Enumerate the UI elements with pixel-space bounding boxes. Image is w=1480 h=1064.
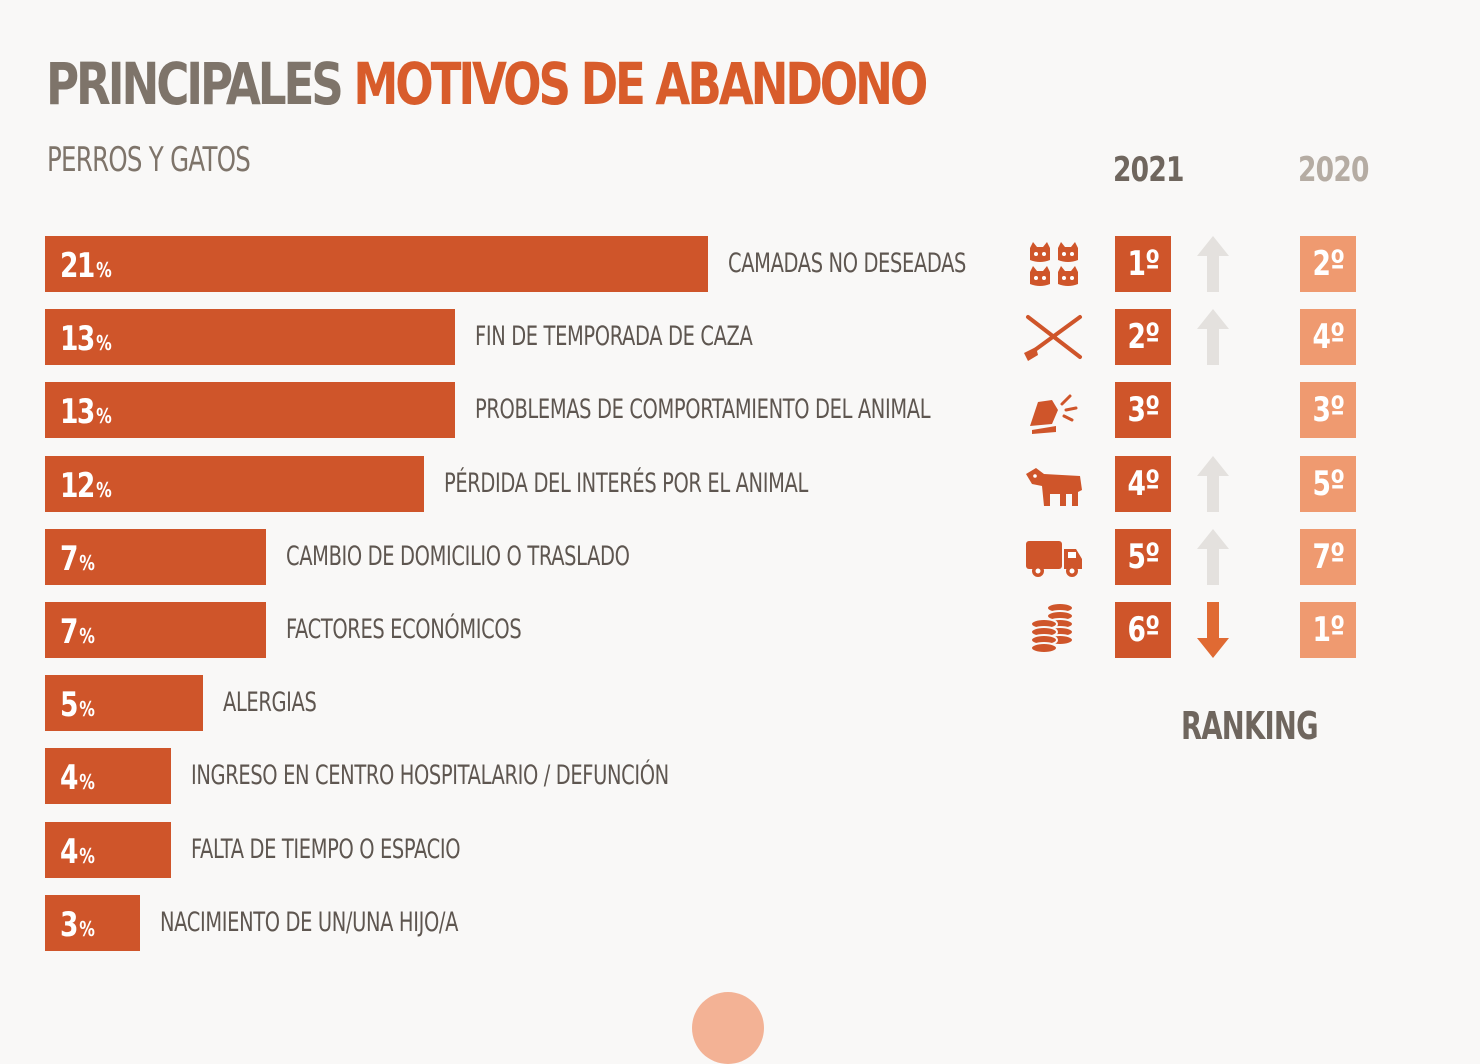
arrow-down-icon xyxy=(1193,600,1233,660)
bar-value-label: 21% xyxy=(60,246,112,286)
rank-2020-value: 7º xyxy=(1312,537,1345,577)
page-title: PRINCIPALES MOTIVOS DE ABANDONO xyxy=(46,44,928,124)
bar: 21% xyxy=(45,236,708,292)
bar-value-label: 3% xyxy=(60,905,95,945)
title-part-2: MOTIVOS DE ABANDONO xyxy=(353,50,928,118)
rank-2020-value: 4º xyxy=(1312,317,1345,357)
percent-sign: % xyxy=(96,404,112,428)
bar: 4% xyxy=(45,822,171,878)
percent-sign: % xyxy=(79,917,95,941)
category-label: PROBLEMAS DE COMPORTAMIENTO DEL ANIMAL xyxy=(475,394,931,425)
percent-sign: % xyxy=(96,331,112,355)
rank-2021-value: 4º xyxy=(1127,464,1160,504)
bar: 5% xyxy=(45,675,203,731)
category-label: FALTA DE TIEMPO O ESPACIO xyxy=(191,834,461,865)
arrow-up-icon xyxy=(1193,234,1233,294)
bar-value-label: 4% xyxy=(60,758,95,798)
title-part-1: PRINCIPALES xyxy=(46,50,344,118)
category-label: ALERGIAS xyxy=(223,687,317,718)
rank-2021-value: 5º xyxy=(1127,537,1160,577)
bar-value-label: 7% xyxy=(60,539,95,579)
rank-2020-value: 2º xyxy=(1312,244,1345,284)
rank-2021-badge: 3º xyxy=(1115,382,1171,438)
rank-2020-badge: 4º xyxy=(1300,309,1356,365)
percent-sign: % xyxy=(96,258,112,282)
rank-2021-badge: 6º xyxy=(1115,602,1171,658)
bar: 13% xyxy=(45,309,455,365)
bite-icon xyxy=(1022,382,1086,438)
rank-2020-value: 1º xyxy=(1312,610,1345,650)
rank-2020-badge: 1º xyxy=(1300,602,1356,658)
rank-2021-badge: 2º xyxy=(1115,309,1171,365)
bar-value-label: 7% xyxy=(60,612,95,652)
bar: 7% xyxy=(45,529,266,585)
category-label: FIN DE TEMPORADA DE CAZA xyxy=(475,321,753,352)
category-label: INGRESO EN CENTRO HOSPITALARIO / DEFUNCI… xyxy=(191,760,669,791)
decorative-circle xyxy=(692,992,764,1064)
rank-2020-badge: 7º xyxy=(1300,529,1356,585)
bar-value-label: 4% xyxy=(60,832,95,872)
chart-subtitle: PERROS Y GATOS xyxy=(47,140,251,180)
rank-2021-value: 2º xyxy=(1127,317,1160,357)
bar: 7% xyxy=(45,602,266,658)
rank-2021-badge: 1º xyxy=(1115,236,1171,292)
rank-2021-value: 3º xyxy=(1127,390,1160,430)
rank-2020-badge: 5º xyxy=(1300,456,1356,512)
category-label: CAMADAS NO DESEADAS xyxy=(728,248,967,279)
rank-2021-value: 6º xyxy=(1127,610,1160,650)
year-2021-header: 2021 xyxy=(1113,150,1184,190)
shotgun-icon xyxy=(1022,309,1086,365)
rank-2020-badge: 2º xyxy=(1300,236,1356,292)
bar: 12% xyxy=(45,456,424,512)
bar: 4% xyxy=(45,748,171,804)
truck-icon xyxy=(1022,529,1086,585)
arrow-up-icon xyxy=(1193,307,1233,367)
arrow-up-icon xyxy=(1193,454,1233,514)
percent-sign: % xyxy=(79,770,95,794)
kittens-icon xyxy=(1022,236,1086,292)
percent-sign: % xyxy=(79,844,95,868)
bar-value-label: 13% xyxy=(60,319,112,359)
category-label: PÉRDIDA DEL INTERÉS POR EL ANIMAL xyxy=(444,468,808,499)
rank-2020-value: 3º xyxy=(1312,390,1345,430)
bar-value-label: 5% xyxy=(60,685,95,725)
bar: 3% xyxy=(45,895,140,951)
percent-sign: % xyxy=(96,478,112,502)
category-label: CAMBIO DE DOMICILIO O TRASLADO xyxy=(286,541,630,572)
dog-icon xyxy=(1022,456,1086,512)
rank-2021-badge: 4º xyxy=(1115,456,1171,512)
rank-2020-badge: 3º xyxy=(1300,382,1356,438)
ranking-label: RANKING xyxy=(1181,704,1319,748)
arrow-up-icon xyxy=(1193,527,1233,587)
percent-sign: % xyxy=(79,697,95,721)
rank-2021-value: 1º xyxy=(1127,244,1160,284)
bar-value-label: 13% xyxy=(60,392,112,432)
category-label: NACIMIENTO DE UN/UNA HIJO/A xyxy=(160,907,459,938)
bar-value-label: 12% xyxy=(60,466,112,506)
year-2020-header: 2020 xyxy=(1298,150,1369,190)
bar: 13% xyxy=(45,382,455,438)
rank-2021-badge: 5º xyxy=(1115,529,1171,585)
coins-icon xyxy=(1022,602,1086,658)
percent-sign: % xyxy=(79,551,95,575)
percent-sign: % xyxy=(79,624,95,648)
rank-2020-value: 5º xyxy=(1312,464,1345,504)
category-label: FACTORES ECONÓMICOS xyxy=(286,614,522,645)
